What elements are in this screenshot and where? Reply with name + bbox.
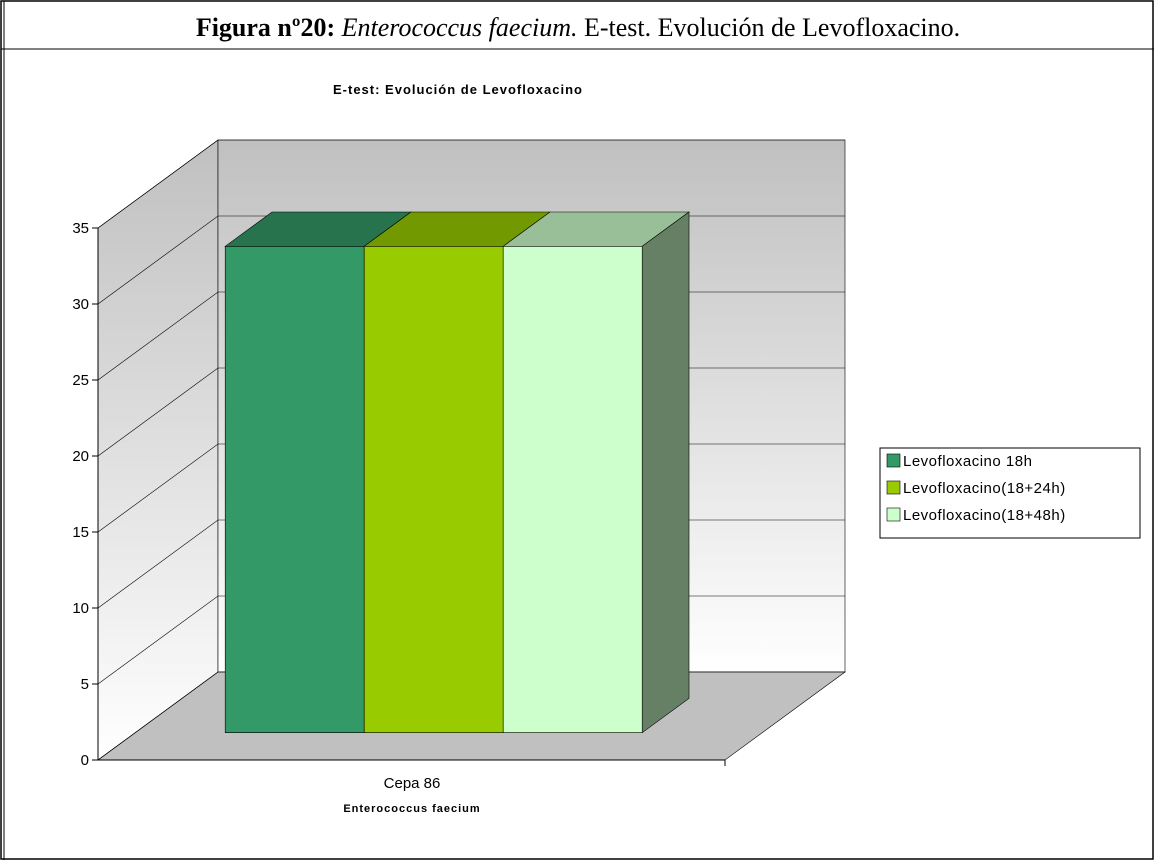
legend-label: Levofloxacino 18h — [903, 453, 1032, 470]
y-tick-label: 35 — [72, 220, 89, 237]
plot: 0 5 10 15 20 25 30 35 — [72, 139, 846, 769]
chart-title: E-test: Evolución de Levofloxacino — [333, 82, 583, 97]
y-tick-label: 15 — [72, 524, 89, 541]
caption-text: E-test. Evolución de Levofloxacino. — [584, 13, 960, 42]
y-tick-label: 10 — [72, 600, 89, 617]
x-axis-title: Enterococcus faecium — [343, 803, 480, 815]
legend — [879, 447, 1141, 539]
caption-species: Enterococcus faecium. — [341, 13, 578, 42]
grid-line — [97, 139, 845, 229]
bar-side — [641, 211, 690, 734]
y-tick-label: 20 — [72, 448, 89, 465]
legend-swatch — [886, 480, 901, 495]
y-tick-label: 0 — [81, 752, 89, 769]
x-tick-label: Cepa 86 — [384, 775, 441, 792]
y-tick-label: 5 — [81, 676, 89, 693]
bar-front — [224, 246, 365, 734]
side-wall — [97, 139, 219, 761]
legend-swatch — [886, 507, 901, 522]
figure-caption: Figura nº20: Enterococcus faecium. E-tes… — [196, 13, 960, 42]
bar-front — [363, 246, 504, 734]
y-tick-label: 30 — [72, 296, 89, 313]
caption-label: Figura nº20: — [196, 13, 335, 42]
legend-label: Levofloxacino(18+48h) — [903, 507, 1066, 524]
bar-front — [502, 246, 643, 734]
legend-swatch — [886, 453, 901, 468]
legend-label: Levofloxacino(18+24h) — [903, 480, 1066, 497]
bar — [224, 211, 412, 734]
bar — [502, 211, 690, 734]
y-tick-label: 25 — [72, 372, 89, 389]
